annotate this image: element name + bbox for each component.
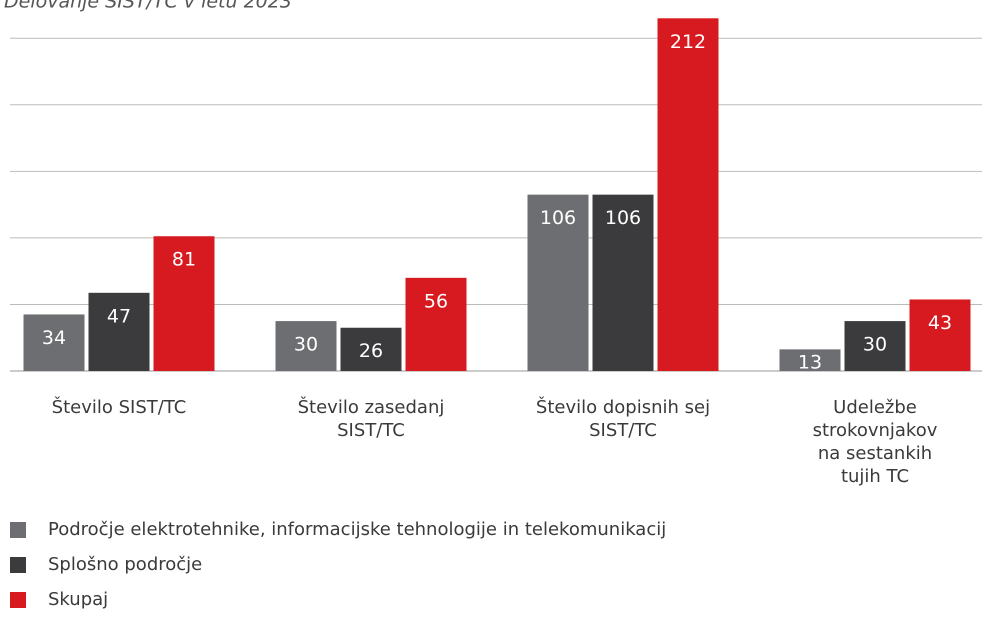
value-label: 30: [294, 334, 318, 356]
x-tick-label: Število SIST/TC: [51, 397, 187, 418]
legend-label: Splošno področje: [48, 554, 202, 575]
bar: [527, 194, 589, 371]
bar: [657, 18, 719, 372]
bar: [88, 292, 150, 371]
bar: [153, 236, 215, 371]
value-label: 13: [798, 352, 822, 374]
value-label: 106: [605, 207, 641, 229]
value-label: 47: [107, 305, 131, 327]
bar: [275, 321, 337, 371]
legend-swatch: [10, 592, 26, 608]
bar: [405, 277, 467, 371]
chart-title: Delovanje SIST/TC v letu 2023: [4, 0, 292, 13]
bar: [23, 314, 85, 371]
value-label: 212: [670, 31, 706, 53]
value-label: 56: [424, 290, 448, 312]
bar: [779, 349, 841, 371]
legend-label: Skupaj: [48, 589, 108, 610]
x-tick-label: Število dopisnih sej SIST/TC: [535, 397, 711, 441]
x-tick-label: Udeležbe strokovnjakov na sestankih tuji…: [812, 397, 938, 487]
legend-label: Področje elektrotehnike, informacijske t…: [48, 519, 666, 540]
legend-swatch: [10, 522, 26, 538]
value-label: 106: [540, 207, 576, 229]
value-label: 43: [928, 312, 952, 334]
legend-swatch: [10, 557, 26, 573]
value-label: 81: [172, 249, 196, 271]
bar: [592, 194, 654, 371]
x-tick-label: Število zasedanj SIST/TC: [297, 397, 445, 441]
bar: [844, 321, 906, 371]
bar: [909, 299, 971, 371]
value-label: 26: [359, 340, 383, 362]
value-label: 30: [863, 334, 887, 356]
bar: [340, 327, 402, 371]
value-label: 34: [42, 327, 66, 349]
